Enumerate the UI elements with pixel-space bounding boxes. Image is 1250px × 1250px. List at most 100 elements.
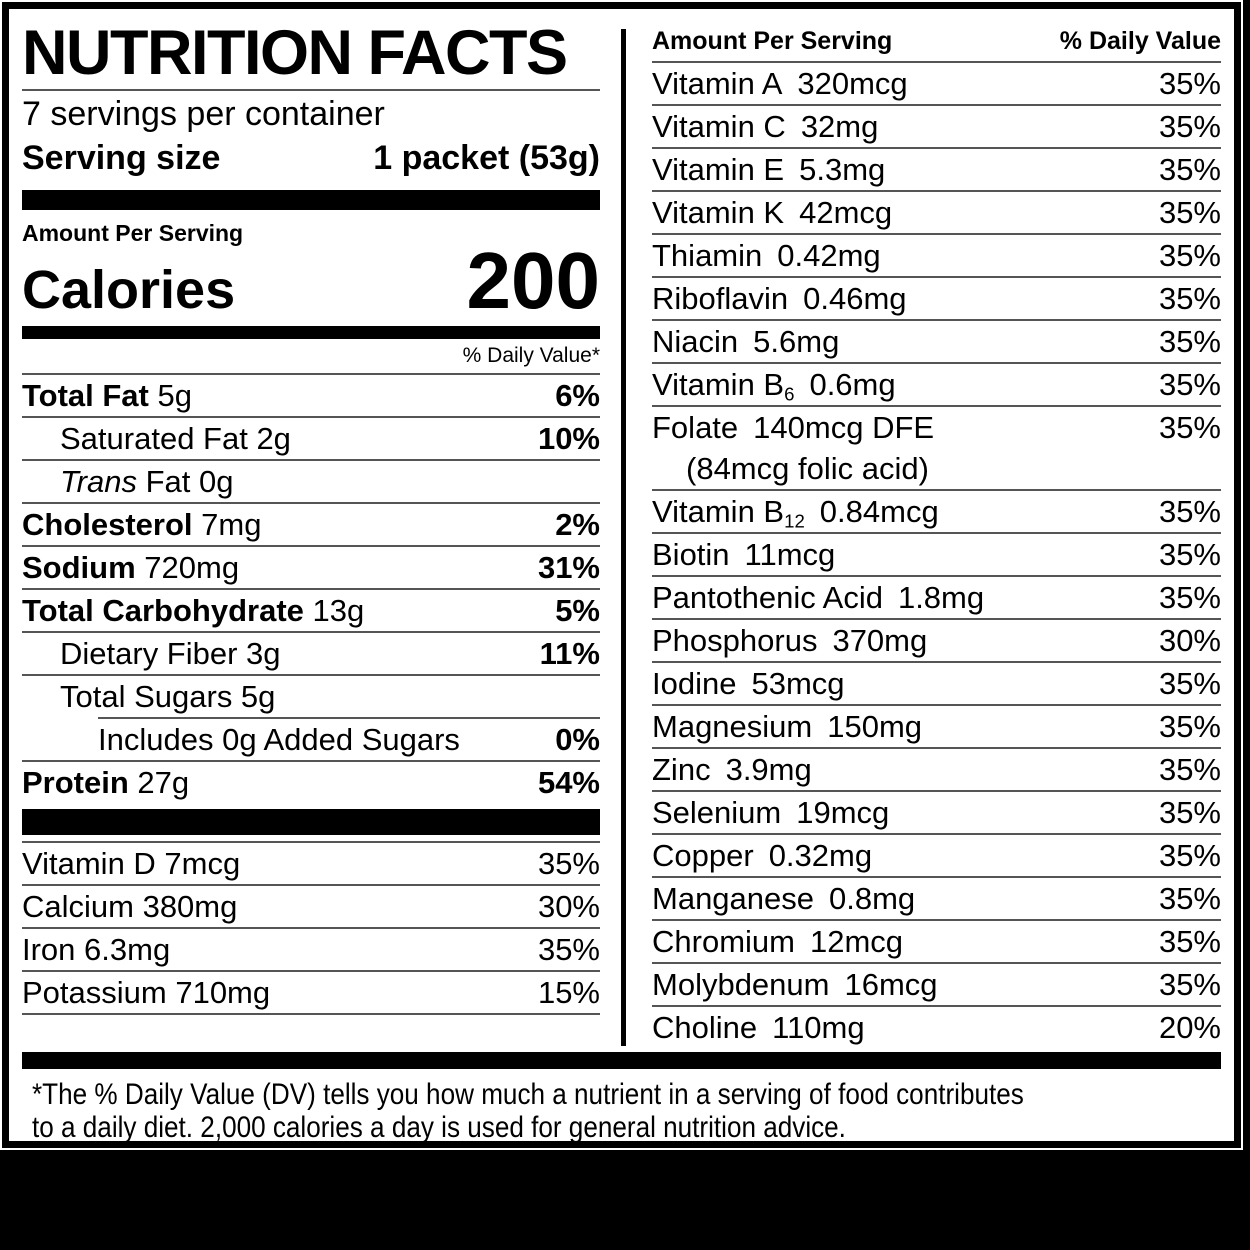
vitamin-row-line: Phosphorus 370mg 30% — [652, 620, 1221, 661]
nutrient-daily-value: 2% — [555, 507, 600, 542]
vitamin-name: Vitamin K 42mcg — [652, 195, 893, 230]
nutrient-row: Protein 27g 54% — [22, 760, 600, 803]
vitamin-name-subscript: 12 — [784, 510, 805, 532]
nutrient-daily-value: 11% — [539, 636, 600, 671]
vitamin-daily-value: 35% — [1158, 967, 1221, 1002]
vitamin-daily-value: 35% — [1158, 324, 1221, 359]
section-bar-top — [22, 190, 600, 210]
vitamin-row: Selenium 19mcg 35% — [652, 790, 1221, 833]
vitamin-mineral-rows: Vitamin A 320mcg 35% Vitamin C 32mg 35% Vitami… — [652, 63, 1221, 1048]
vitamin-name: Vitamin B6 0.6mg — [652, 367, 896, 405]
vitamin-row-line: Selenium 19mcg 35% — [652, 792, 1221, 833]
label-title: NUTRITION FACTS — [22, 18, 568, 88]
vitamin-row-line: Vitamin K 42mcg 35% — [652, 192, 1221, 233]
vitamin-row-line: Choline 110mg 20% — [652, 1007, 1221, 1048]
nutrient-name: Includes 0g Added Sugars — [98, 722, 460, 757]
nutrient-daily-value: 5% — [555, 593, 600, 628]
vitamin-row-line: Manganese 0.8mg 35% — [652, 878, 1221, 919]
nutrient-daily-value: 6% — [555, 378, 600, 413]
nutrient-name-bold: Sodium — [22, 550, 136, 585]
vitamin-amount: 53mcg — [751, 666, 845, 701]
nutrient-row: Calcium 380mg 30% — [22, 884, 600, 927]
vitamin-row: Niacin 5.6mg 35% — [652, 319, 1221, 362]
nutrient-daily-value: 54% — [537, 765, 600, 800]
vitamin-name: Riboflavin 0.46mg — [652, 281, 907, 316]
vitamin-name: Niacin 5.6mg — [652, 324, 840, 359]
vitamin-daily-value: 35% — [1158, 838, 1221, 873]
vitamin-row-line: Vitamin E 5.3mg 35% — [652, 149, 1221, 190]
nutrient-name: Total Sugars 5g — [60, 679, 276, 714]
vitamin-name-subscript: 6 — [784, 383, 795, 405]
vitamin-name: Selenium 19mcg — [652, 795, 890, 830]
vitamin-amount: 11mcg — [744, 537, 836, 572]
nutrient-row: Dietary Fiber 3g 11% — [22, 631, 600, 674]
nutrient-name: Sodium 720mg — [22, 550, 240, 585]
nutrient-row: Trans Fat 0g — [22, 459, 600, 502]
vitamin-row-line: Niacin 5.6mg 35% — [652, 321, 1221, 362]
calories-row: Calories 200 — [22, 236, 600, 325]
nutrient-row: Total Sugars 5g — [22, 674, 600, 717]
nutrient-name: Potassium 710mg — [22, 975, 271, 1010]
vitamin-daily-value: 35% — [1158, 281, 1221, 316]
right-header-dv: % Daily Value — [1059, 27, 1221, 55]
nutrient-row: Potassium 710mg 15% — [22, 970, 600, 1013]
vitamin-row: Phosphorus 370mg 30% — [652, 618, 1221, 661]
vitamin-row: Riboflavin 0.46mg 35% — [652, 276, 1221, 319]
vitamin-row-line: Copper 0.32mg 35% — [652, 835, 1221, 876]
vitamin-row: Folate 140mcg DFE 35% (84mcg folic acid) — [652, 405, 1221, 489]
vitamin-row: Iodine 53mcg 35% — [652, 661, 1221, 704]
vitamin-name: Copper 0.32mg — [652, 838, 873, 873]
serving-size-label: Serving size — [22, 139, 221, 177]
vitamin-amount: 370mg — [832, 623, 928, 658]
vitamin-row-line: Vitamin A 320mcg 35% — [652, 63, 1221, 104]
vitamin-row-line: Vitamin B12 0.84mcg 35% — [652, 491, 1221, 532]
vitamin-amount: 110mg — [772, 1010, 865, 1045]
nutrient-name: Total Carbohydrate 13g — [22, 593, 365, 628]
nutrient-name: Protein 27g — [22, 765, 190, 800]
nutrient-name: Iron 6.3mg — [22, 932, 171, 967]
vitamin-row: Chromium 12mcg 35% — [652, 919, 1221, 962]
vitamin-amount: 0.42mg — [777, 238, 881, 273]
nutrient-row: Total Fat 5g 6% — [22, 375, 600, 416]
vitamin-daily-value: 35% — [1158, 709, 1221, 744]
footnote-line-2: to a daily diet. 2,000 calories a day is… — [32, 1111, 846, 1144]
nutrient-name: Cholesterol 7mg — [22, 507, 262, 542]
nutrient-name-bold: Total Fat — [22, 378, 149, 413]
nutrient-row: Iron 6.3mg 35% — [22, 927, 600, 970]
calories-label: Calories — [22, 260, 236, 320]
nutrient-name: Total Fat 5g — [22, 378, 192, 413]
calories-value: 200 — [466, 236, 600, 325]
vitamin-name: Zinc 3.9mg — [652, 752, 812, 787]
vitamin-row-line: Riboflavin 0.46mg 35% — [652, 278, 1221, 319]
nutrient-daily-value: 35% — [537, 932, 600, 967]
vitamin-name: Chromium 12mcg — [652, 924, 904, 959]
vitamin-daily-value: 35% — [1158, 752, 1221, 787]
vitamin-daily-value: 35% — [1158, 367, 1221, 402]
vitamin-name: Vitamin E 5.3mg — [652, 152, 886, 187]
vitamin-daily-value: 20% — [1158, 1010, 1221, 1045]
nutrient-row: Sodium 720mg 31% — [22, 545, 600, 588]
nutrient-name-bold: Total Carbohydrate — [22, 593, 304, 628]
nutrient-daily-value: 15% — [537, 975, 600, 1010]
footnote: *The % Daily Value (DV) tells you how mu… — [22, 1069, 1221, 1144]
vitamin-row: Manganese 0.8mg 35% — [652, 876, 1221, 919]
nutrient-daily-value — [590, 461, 600, 502]
nutrient-daily-value: 10% — [537, 421, 600, 456]
vitamin-row-line: Zinc 3.9mg 35% — [652, 749, 1221, 790]
calories-bar — [22, 326, 600, 339]
vitamin-daily-value: 35% — [1158, 195, 1221, 230]
bottom-section-bar — [22, 1052, 1221, 1069]
vitamin-row-line: Pantothenic Acid 1.8mg 35% — [652, 577, 1221, 618]
vitamin-row: Choline 110mg 20% — [652, 1005, 1221, 1048]
right-column: Amount Per Serving % Daily Value Vitamin… — [652, 15, 1221, 1048]
title-divider — [22, 89, 600, 91]
nutrient-row: Vitamin D 7mcg 35% — [22, 843, 600, 884]
vitamin-name: Magnesium 150mg — [652, 709, 923, 744]
serving-size-row: Serving size 1 packet (53g) — [22, 136, 600, 180]
nutrient-daily-value: 30% — [537, 889, 600, 924]
vitamin-daily-value: 35% — [1158, 795, 1221, 830]
vitamin-amount: 150mg — [827, 709, 923, 744]
vitamin-row-line: Chromium 12mcg 35% — [652, 921, 1221, 962]
vitamin-amount: 5.6mg — [753, 324, 840, 359]
